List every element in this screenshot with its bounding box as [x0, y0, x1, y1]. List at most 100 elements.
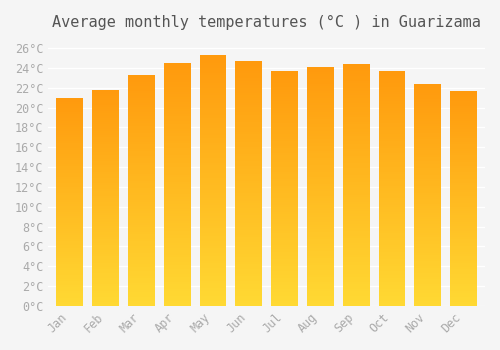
Bar	[236, 125, 262, 127]
Bar	[128, 234, 155, 237]
Bar	[271, 127, 298, 130]
Bar	[164, 73, 190, 75]
Bar	[200, 238, 226, 240]
Bar	[414, 110, 441, 113]
Bar	[342, 219, 369, 221]
Bar	[271, 280, 298, 282]
Bar	[236, 152, 262, 154]
Bar	[342, 98, 369, 100]
Bar	[92, 295, 119, 297]
Bar	[56, 223, 84, 225]
Bar	[450, 175, 477, 177]
Bar	[414, 90, 441, 93]
Bar	[128, 227, 155, 230]
Bar	[92, 139, 119, 141]
Bar	[342, 221, 369, 224]
Bar	[450, 246, 477, 248]
Bar	[414, 290, 441, 293]
Bar	[342, 253, 369, 255]
Bar	[200, 133, 226, 135]
Bar	[342, 88, 369, 91]
Bar	[378, 191, 406, 193]
Bar	[200, 170, 226, 173]
Bar	[378, 160, 406, 162]
Bar	[92, 161, 119, 163]
Bar	[164, 243, 190, 245]
Bar	[450, 166, 477, 168]
Bar	[92, 109, 119, 111]
Bar	[92, 157, 119, 159]
Bar	[450, 173, 477, 175]
Bar	[378, 228, 406, 231]
Bar	[271, 120, 298, 122]
Bar	[92, 282, 119, 284]
Bar	[92, 135, 119, 137]
Bar	[378, 210, 406, 212]
Bar	[200, 118, 226, 120]
Bar	[164, 131, 190, 133]
Bar	[342, 124, 369, 127]
Bar	[307, 150, 334, 153]
Bar	[56, 208, 84, 210]
Bar	[307, 301, 334, 303]
Bar	[307, 215, 334, 217]
Bar	[128, 299, 155, 301]
Bar	[236, 83, 262, 85]
Bar	[414, 157, 441, 159]
Bar	[271, 275, 298, 278]
Bar	[92, 105, 119, 107]
Bar	[450, 145, 477, 147]
Bar	[56, 185, 84, 187]
Bar	[236, 171, 262, 174]
Bar	[92, 194, 119, 196]
Bar	[307, 160, 334, 162]
Bar	[92, 299, 119, 301]
Bar	[56, 214, 84, 216]
Bar	[307, 292, 334, 294]
Bar	[342, 103, 369, 105]
Bar	[92, 128, 119, 131]
Bar	[450, 239, 477, 241]
Bar	[128, 287, 155, 290]
Bar	[200, 225, 226, 228]
Bar	[307, 194, 334, 196]
Bar	[92, 178, 119, 181]
Bar	[236, 193, 262, 196]
Bar	[271, 83, 298, 85]
Bar	[200, 261, 226, 263]
Bar	[56, 98, 84, 100]
Bar	[92, 124, 119, 126]
Bar	[378, 97, 406, 99]
Bar	[450, 155, 477, 158]
Bar	[307, 272, 334, 275]
Bar	[378, 141, 406, 144]
Bar	[378, 250, 406, 252]
Bar	[236, 156, 262, 159]
Bar	[56, 189, 84, 191]
Bar	[307, 141, 334, 144]
Bar	[342, 192, 369, 195]
Bar	[236, 149, 262, 152]
Bar	[92, 107, 119, 109]
Bar	[414, 299, 441, 301]
Bar	[342, 83, 369, 86]
Bar	[92, 217, 119, 219]
Bar	[378, 226, 406, 228]
Bar	[414, 222, 441, 224]
Bar	[128, 250, 155, 253]
Bar	[236, 203, 262, 205]
Bar	[200, 95, 226, 98]
Bar	[450, 110, 477, 112]
Bar	[164, 87, 190, 90]
Bar	[236, 154, 262, 156]
Bar	[128, 130, 155, 133]
Bar	[92, 213, 119, 215]
Bar	[307, 103, 334, 105]
Bar	[236, 130, 262, 132]
Bar	[342, 204, 369, 206]
Bar	[164, 214, 190, 216]
Bar	[128, 301, 155, 303]
Bar	[378, 148, 406, 151]
Bar	[236, 254, 262, 257]
Bar	[378, 221, 406, 224]
